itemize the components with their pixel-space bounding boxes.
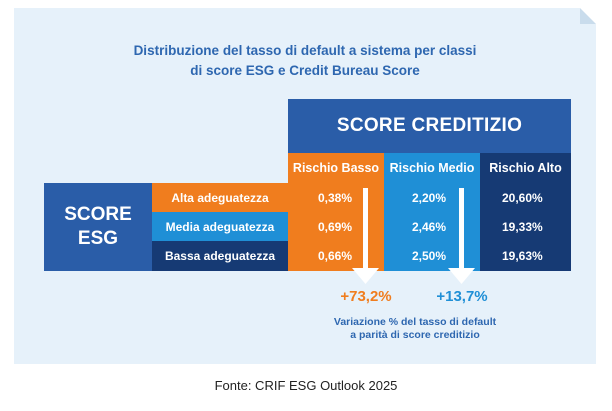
cell-alta-basso: 0,38% — [318, 190, 353, 205]
arrow-shaft-medio — [459, 188, 464, 268]
cell-alta-alto: 20,60% — [502, 190, 543, 205]
column-header-rischio-alto: Rischio Alto — [480, 153, 571, 183]
arrow-head-basso — [352, 268, 379, 284]
cell-bassa-basso: 0,66% — [318, 249, 353, 263]
row-label-alta: Alta adeguatezza — [152, 183, 288, 212]
score-esg-label: SCORE ESG — [44, 183, 152, 271]
chart-title-line-1: Distribuzione del tasso di default a sis… — [133, 43, 477, 58]
arrow-head-medio — [448, 268, 475, 284]
cell-alta-medio: 2,20% — [412, 190, 447, 205]
variation-note-line-2: a parità di score creditizio — [350, 329, 480, 341]
cell-media-basso: 0,69% — [318, 219, 353, 234]
source-caption: Fonte: CRIF ESG Outlook 2025 — [214, 378, 398, 393]
row-label-media: Media adeguatezza — [152, 212, 288, 241]
cell-bassa-alto: 19,63% — [502, 249, 543, 263]
cell-media-medio: 2,46% — [412, 219, 447, 234]
cell-media-alto: 19,33% — [502, 219, 543, 234]
column-header-rischio-medio: Rischio Medio — [384, 153, 480, 183]
score-esg-line-1: SCORE — [64, 204, 132, 225]
score-esg-line-2: ESG — [77, 228, 119, 249]
variation-rischio-basso: +73,2% — [340, 288, 392, 305]
row-label-bassa: Bassa adeguatezza — [152, 241, 288, 271]
page-fold-corner — [580, 8, 596, 24]
score-creditizio-header: SCORE CREDITIZIO — [288, 99, 571, 153]
column-bg-rischio-alto — [480, 183, 571, 271]
variation-rischio-medio: +13,7% — [436, 288, 488, 305]
chart-title-line-2: di score ESG e Credit Bureau Score — [190, 63, 420, 78]
variation-note: Variazione % del tasso di default a pari… — [320, 316, 510, 342]
chart-title: Distribuzione del tasso di default a sis… — [14, 41, 596, 81]
cell-bassa-medio: 2,50% — [412, 249, 447, 263]
column-header-rischio-basso: Rischio Basso — [288, 153, 384, 183]
variation-note-line-1: Variazione % del tasso di default — [333, 316, 497, 328]
arrow-shaft-basso — [363, 188, 368, 268]
